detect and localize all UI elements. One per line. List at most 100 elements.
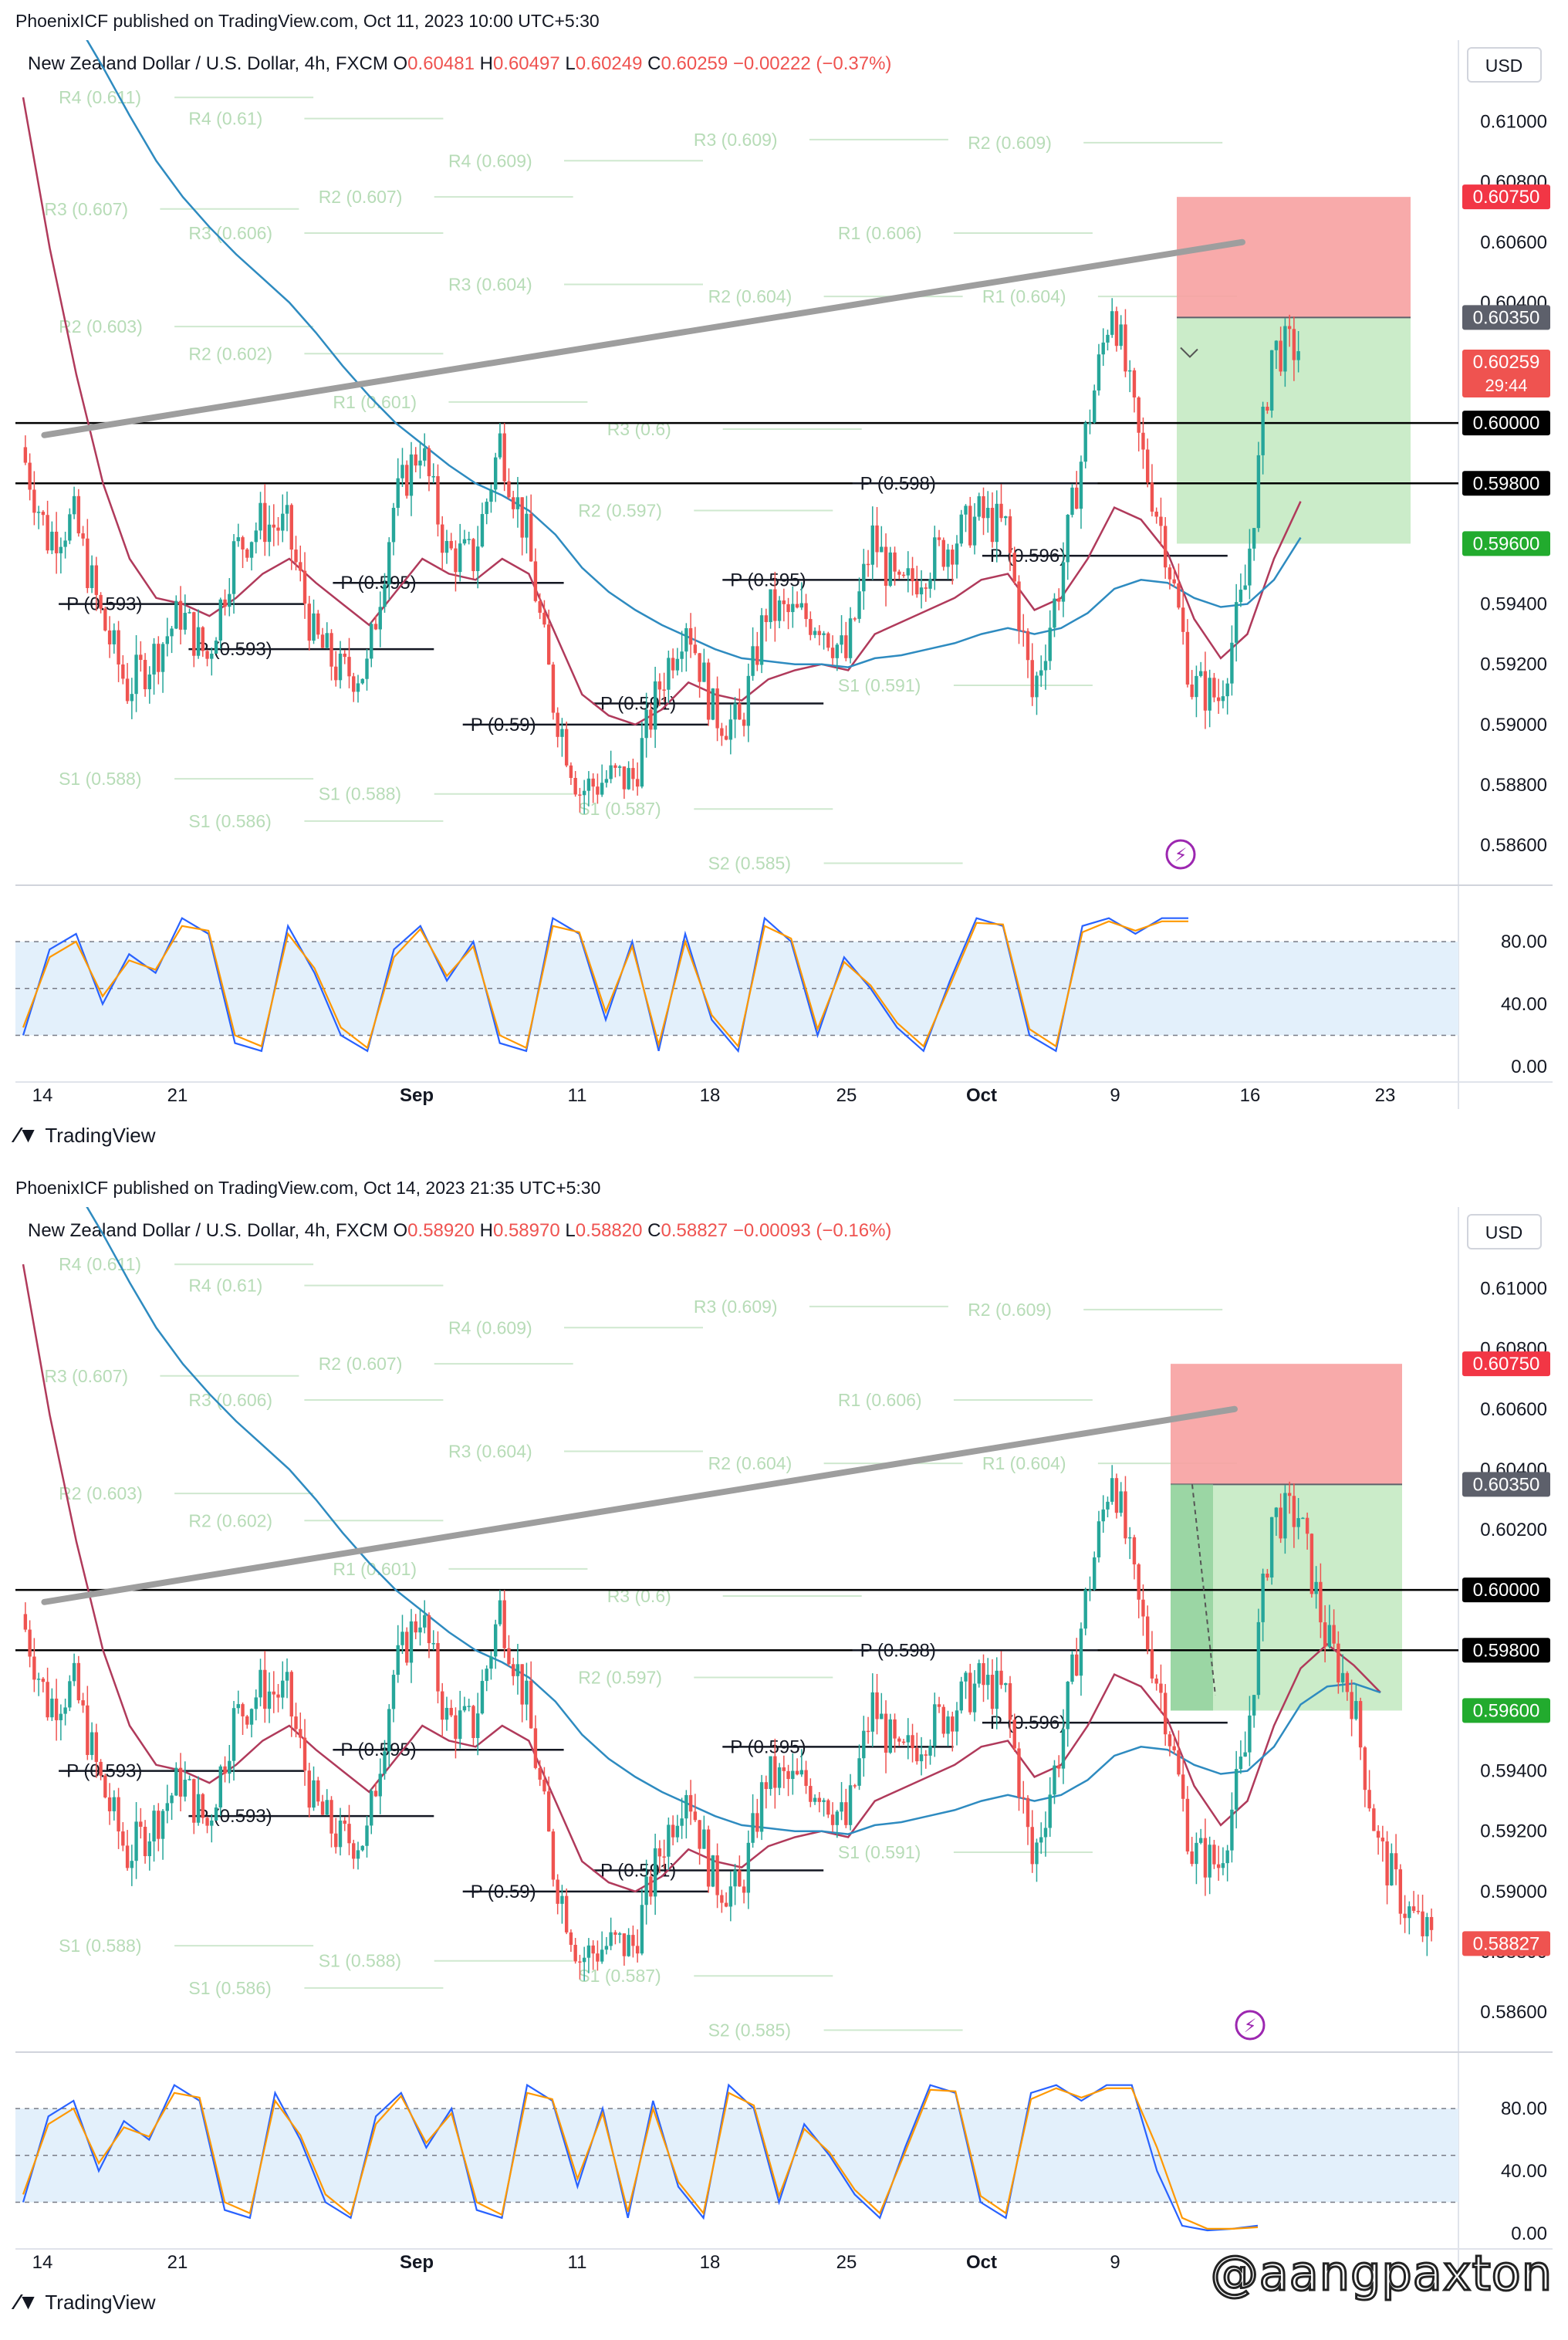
price-tag	[1462, 411, 1550, 436]
candle-up	[1407, 1906, 1411, 1919]
candle-down	[990, 1675, 995, 1709]
candle-down	[320, 634, 325, 648]
candle-down	[538, 600, 542, 613]
candle-up	[312, 613, 316, 641]
candle-down	[54, 1698, 59, 1720]
candle-down	[596, 786, 600, 795]
candle-up	[1198, 1838, 1203, 1843]
candle-up	[391, 508, 396, 543]
candle-up	[977, 495, 981, 517]
pivot-level-label: R2 (0.604)	[708, 286, 792, 306]
candle-down	[205, 651, 209, 659]
candle-down	[507, 481, 511, 498]
candle-up	[1314, 1581, 1318, 1594]
chart-svg: New Zealand Dollar / U.S. Dollar, 4h, FX…	[15, 40, 1553, 1109]
candle-up	[582, 1957, 586, 1963]
candle-down	[1181, 607, 1185, 632]
candle-up	[1093, 390, 1097, 423]
candle-up	[134, 654, 138, 695]
candle-up	[476, 1713, 480, 1738]
stoch-tick-label: 80.00	[1501, 932, 1547, 952]
candle-up	[906, 568, 910, 576]
candle-up	[1243, 1752, 1247, 1757]
candle-down	[1216, 1864, 1221, 1868]
candle-down	[1132, 370, 1137, 398]
pivot-p-label: P (0.593)	[196, 1806, 272, 1827]
candle-up	[728, 719, 733, 740]
candle-down	[1141, 1599, 1145, 1617]
candle-down	[329, 1800, 333, 1834]
candle-up	[986, 508, 990, 519]
candle-up	[919, 1754, 924, 1762]
candle-up	[525, 1680, 529, 1705]
candle-up	[560, 1895, 564, 1904]
y-tick-label: 0.59400	[1480, 1761, 1547, 1782]
candle-down	[520, 1664, 524, 1705]
candle-down	[533, 1728, 538, 1768]
stoch-tick-label: 0.00	[1511, 2223, 1547, 2244]
candle-down	[901, 1741, 906, 1743]
candle-down	[1367, 1790, 1371, 1809]
candle-up	[1066, 515, 1070, 563]
pivot-level-label: R3 (0.609)	[694, 1297, 778, 1317]
candle-down	[937, 537, 941, 540]
candle-up	[36, 1679, 41, 1680]
candle-up	[711, 688, 715, 720]
candle-down	[671, 1824, 675, 1838]
candle-down	[1421, 1911, 1424, 1936]
candle-up	[63, 1707, 67, 1714]
candle-down	[511, 1664, 515, 1676]
candle-down	[1168, 567, 1172, 580]
candle-up	[746, 1842, 751, 1893]
candle-down	[117, 630, 120, 664]
chart-panel-2[interactable]: New Zealand Dollar / U.S. Dollar, 4h, FX…	[15, 1207, 1553, 2303]
rising-trendline	[41, 238, 1245, 438]
x-tick-label: Sep	[400, 2252, 434, 2273]
candle-up	[1221, 696, 1225, 702]
candle-up	[409, 1621, 414, 1663]
candle-up	[50, 531, 54, 551]
y-tick-label: 0.59200	[1480, 654, 1547, 675]
candle-up	[848, 618, 853, 658]
candle-down	[782, 600, 786, 604]
chart-panel-1[interactable]: New Zealand Dollar / U.S. Dollar, 4h, FX…	[15, 40, 1553, 1136]
candle-up	[822, 1800, 826, 1802]
candle-down	[817, 631, 822, 635]
currency-label: USD	[1485, 56, 1523, 76]
candle-down	[1385, 1841, 1389, 1885]
candle-up	[1208, 1845, 1211, 1878]
x-tick-label: 14	[32, 1085, 53, 1106]
candle-down	[755, 1813, 759, 1832]
candle-up	[1039, 1837, 1043, 1843]
pivot-level-label: R2 (0.603)	[59, 316, 143, 336]
candle-up	[63, 540, 67, 547]
candle-down	[405, 1632, 409, 1663]
candle-up	[210, 653, 214, 659]
candle-down	[41, 1679, 46, 1682]
stoch-tick-label: 80.00	[1501, 2098, 1547, 2119]
candle-down	[125, 1845, 130, 1868]
pivot-level-label: R1 (0.604)	[982, 286, 1066, 306]
candle-up	[1083, 422, 1087, 462]
candle-up	[400, 1632, 404, 1645]
candle-up	[680, 1818, 684, 1826]
candle-up	[400, 465, 404, 478]
candle-down	[23, 447, 28, 463]
candle-up	[267, 1691, 272, 1709]
candle-up	[467, 1706, 471, 1707]
stop-loss-zone	[1171, 1364, 1402, 1485]
candle-up	[493, 1624, 498, 1657]
candle-down	[245, 1716, 249, 1725]
rising-trendline	[41, 1405, 1238, 1605]
candle-up	[236, 537, 240, 542]
lightning-glyph: ⚡	[1244, 2016, 1257, 2037]
candle-down	[1292, 329, 1296, 360]
candle-up	[462, 539, 467, 544]
lightning-icon	[1165, 839, 1196, 870]
candle-up	[1234, 1769, 1239, 1810]
candle-down	[1017, 1748, 1021, 1797]
candle-down	[698, 653, 701, 682]
candle-down	[94, 565, 99, 595]
candle-down	[662, 689, 666, 691]
candle-up	[680, 651, 684, 659]
